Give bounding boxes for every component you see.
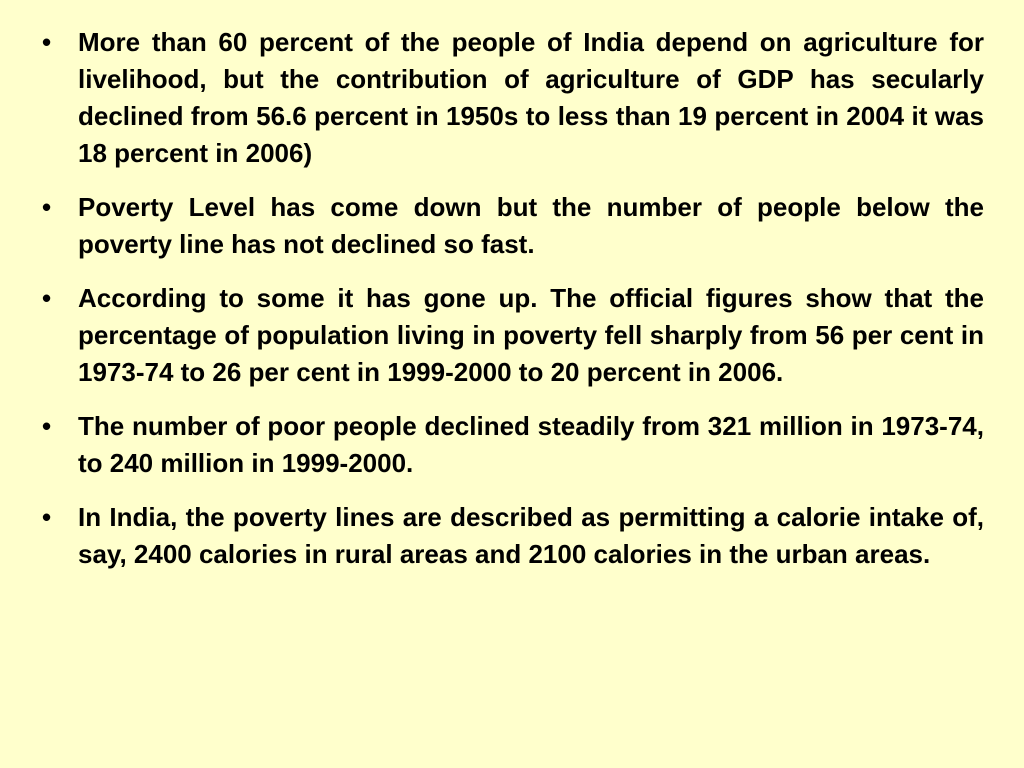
bullet-dot-icon: • (42, 27, 52, 57)
bullet-text: The number of poor people declined stead… (78, 411, 984, 478)
bullet-item-official-figures: • According to some it has gone up. The … (40, 280, 984, 391)
bullet-text: According to some it has gone up. The of… (78, 283, 984, 387)
bullet-dot-icon: • (42, 192, 52, 222)
bullet-item-poor-people: • The number of poor people declined ste… (40, 408, 984, 482)
bullet-item-poverty-lines: • In India, the poverty lines are descri… (40, 499, 984, 573)
bullet-dot-icon: • (42, 411, 52, 441)
bullet-text: In India, the poverty lines are describe… (78, 502, 984, 569)
bullet-text: More than 60 percent of the people of In… (78, 27, 984, 168)
bullet-text: Poverty Level has come down but the numb… (78, 192, 984, 259)
bullet-item-poverty-level: • Poverty Level has come down but the nu… (40, 189, 984, 263)
bullet-list: • More than 60 percent of the people of … (40, 24, 984, 573)
bullet-dot-icon: • (42, 283, 52, 313)
bullet-dot-icon: • (42, 502, 52, 532)
bullet-item-agriculture: • More than 60 percent of the people of … (40, 24, 984, 172)
